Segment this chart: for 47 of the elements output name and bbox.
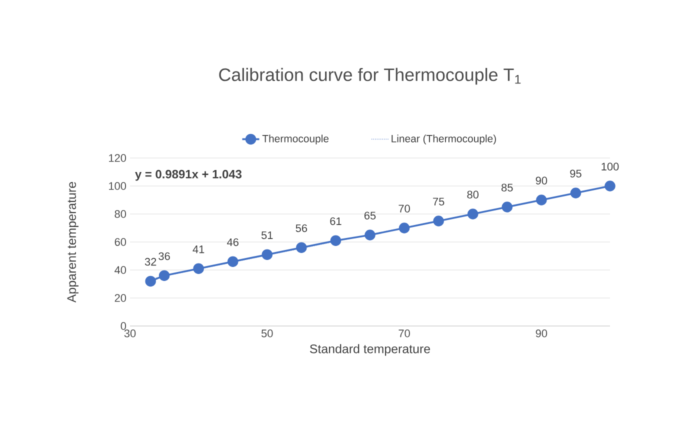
data-label: 75 (433, 198, 444, 206)
y-tick-label: 120 (109, 154, 126, 162)
point (536, 194, 547, 206)
point (604, 180, 616, 192)
data-label: 85 (502, 184, 513, 192)
data-label: 32 (144, 258, 156, 266)
legend-label: Linear (Thermocouple) (392, 134, 496, 144)
point (158, 270, 170, 281)
point (398, 222, 410, 234)
data-label: 95 (570, 170, 582, 178)
point (193, 263, 204, 274)
data-label: 51 (261, 231, 273, 240)
y-tick-label: 20 (114, 294, 126, 302)
data-label: 65 (364, 212, 376, 220)
y-axis-title: Apparent temperature (67, 182, 78, 303)
point (502, 202, 513, 212)
data-label: 56 (296, 224, 308, 232)
point (570, 188, 582, 198)
point (330, 235, 342, 246)
y-tick-label: 0 (120, 322, 126, 330)
data-label: 41 (192, 246, 204, 254)
x-axis-title: Standard temperature (310, 344, 430, 356)
annotation: y = 0.9891x + 1.043 (135, 170, 242, 181)
x-tick-label: 50 (261, 330, 273, 338)
y-tick-label: 60 (114, 238, 126, 246)
point (433, 216, 444, 226)
chart-title: Calibration curve for Thermocouple T$_{1}$ (219, 68, 521, 85)
x-tick-label: 90 (536, 330, 548, 338)
point (262, 249, 273, 260)
y-tick-label: 80 (114, 210, 126, 218)
point (145, 276, 156, 287)
x-tick-label: 70 (398, 330, 410, 338)
data-label: 70 (398, 204, 410, 212)
y-tick-label: 100 (109, 182, 126, 190)
data-label: 100 (602, 162, 619, 170)
legend-label: Thermocouple (262, 134, 329, 144)
data-label: 90 (536, 176, 548, 184)
data-label: 46 (227, 238, 238, 246)
data-label: 80 (467, 190, 479, 198)
x-tick-label: 30 (124, 330, 136, 338)
point (227, 256, 238, 267)
point (364, 230, 376, 240)
data-label: 36 (158, 252, 170, 260)
y-tick-label: 40 (114, 266, 126, 274)
point (467, 208, 478, 220)
point (296, 242, 307, 253)
data-label: 61 (330, 217, 342, 226)
